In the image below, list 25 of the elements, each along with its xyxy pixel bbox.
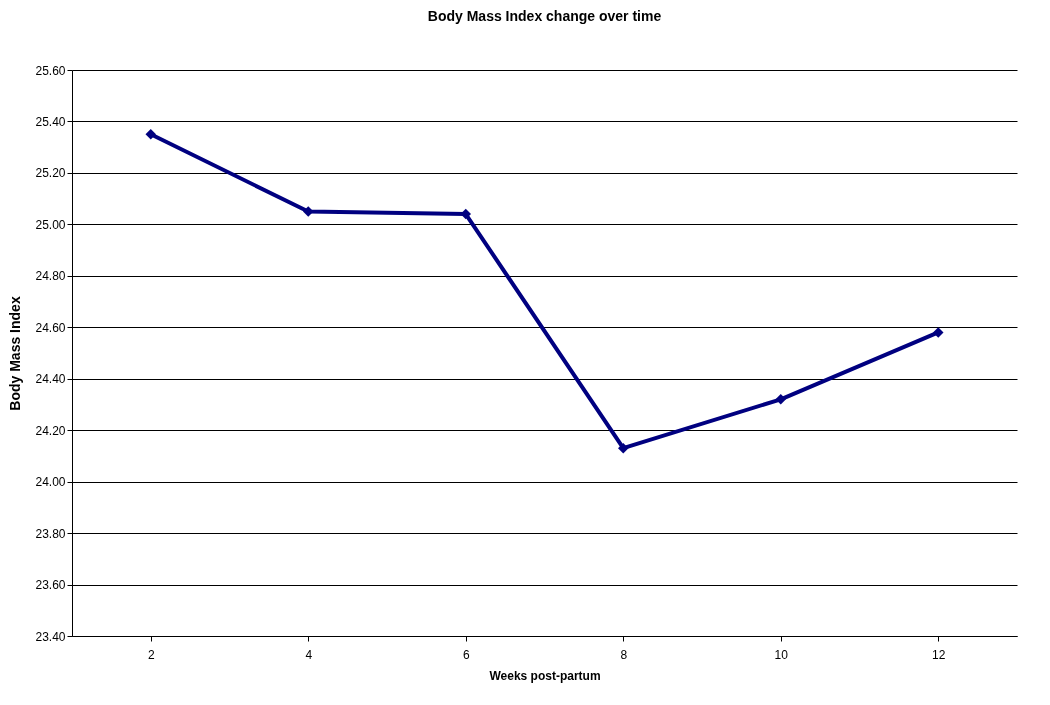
y-tick-label: 25.60 [35,63,66,78]
point [775,394,786,405]
x-tick-label: 6 [462,647,470,662]
x-tick-label: 8 [620,647,628,662]
point [145,129,156,140]
x-tick-label: 2 [147,647,155,662]
point [618,442,629,454]
y-tick-label: 23.40 [35,629,66,644]
y-tick-label: 24.80 [35,269,66,284]
y-tick-label: 24.40 [35,372,66,387]
chart-title: Body Mass Index change over time [427,8,662,24]
x-axis-title: Weeks post-partum [489,668,601,683]
y-tick-label: 23.80 [35,526,66,541]
y-tick-label: 24.00 [35,475,66,490]
y-tick-label: 25.20 [35,166,66,181]
y-tick-label: 24.60 [35,320,66,335]
y-axis-title: Body Mass Index [7,296,24,411]
x-tick-label: 4 [305,647,313,662]
point [933,327,944,338]
x-tick-label: 12 [932,647,946,662]
y-tick-label: 25.40 [35,114,66,129]
y-tick-label: 25.00 [35,217,66,232]
y-tick-label: 24.20 [35,423,66,438]
y-tick-label: 23.60 [35,578,66,593]
x-tick-label: 10 [774,647,789,662]
